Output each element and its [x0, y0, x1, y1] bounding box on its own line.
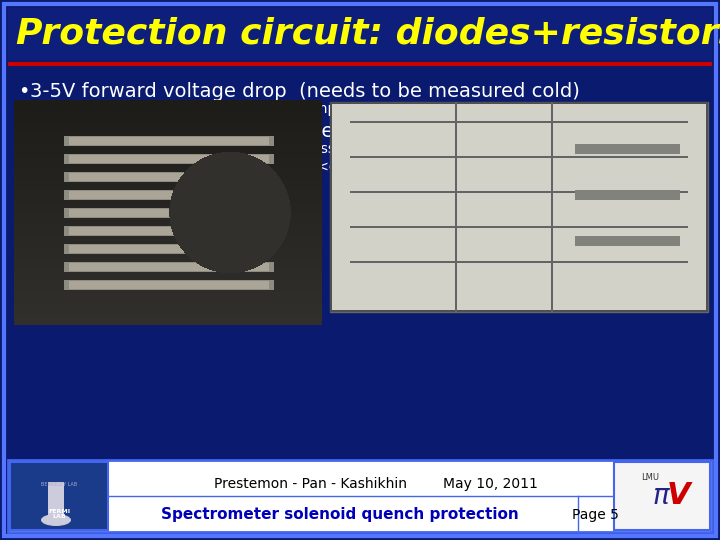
- Text: Designed to comfortably support bypass current during “normal” quench decay (ɶ6s: Designed to comfortably support bypass c…: [52, 142, 650, 156]
- Bar: [48, 482, 64, 522]
- Text: –: –: [40, 160, 47, 174]
- Text: Resistor: strip of Stainless Steel: Resistor: strip of Stainless Steel: [30, 122, 339, 141]
- Text: •: •: [18, 82, 30, 101]
- Bar: [14, 100, 322, 325]
- Text: Temperature rise during ɶ6s decay is <ɶ3 00K: Temperature rise during ɶ6s decay is <ɶ3…: [52, 160, 380, 174]
- Text: $\pi$: $\pi$: [652, 482, 672, 510]
- Text: LMU: LMU: [641, 472, 659, 482]
- Ellipse shape: [41, 514, 71, 526]
- Bar: [330, 102, 708, 312]
- Bar: [8, 460, 712, 532]
- Bar: [10, 462, 108, 530]
- FancyBboxPatch shape: [4, 4, 716, 536]
- Text: FERMI
LAB: FERMI LAB: [48, 509, 70, 519]
- Text: •: •: [18, 122, 30, 141]
- Text: 3-5V forward voltage drop  (needs to be measured cold): 3-5V forward voltage drop (needs to be m…: [30, 82, 580, 101]
- FancyBboxPatch shape: [8, 8, 712, 60]
- Bar: [614, 462, 710, 530]
- Text: –: –: [40, 102, 47, 116]
- Text: Protection circuit: diodes+resistors: Protection circuit: diodes+resistors: [16, 17, 720, 51]
- Text: Forward voltage drop decreases as temperature of diodes increases: Forward voltage drop decreases as temper…: [52, 102, 526, 116]
- Text: Page 5: Page 5: [572, 508, 618, 522]
- Text: Prestemon - Pan - Kashikhin: Prestemon - Pan - Kashikhin: [214, 477, 407, 491]
- Text: BERKELEY LAB: BERKELEY LAB: [41, 482, 77, 487]
- Text: May 10, 2011: May 10, 2011: [443, 477, 537, 491]
- Text: –: –: [40, 142, 47, 156]
- Text: Spectrometer solenoid quench protection: Spectrometer solenoid quench protection: [161, 508, 519, 523]
- Text: V: V: [666, 482, 690, 510]
